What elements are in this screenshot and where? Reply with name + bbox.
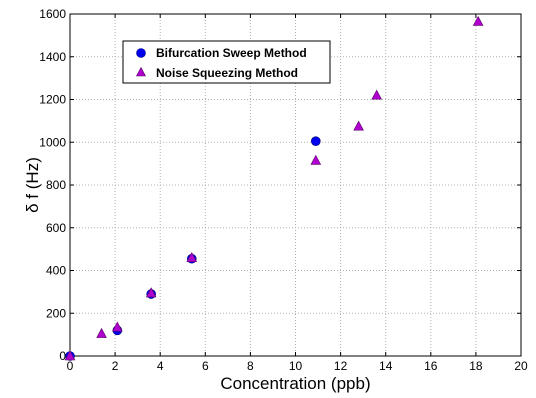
x-tick-label: 10 (289, 359, 303, 373)
legend-label-bifurcation: Bifurcation Sweep Method (156, 46, 307, 60)
x-tick-label: 12 (334, 359, 348, 373)
legend-label-noise: Noise Squeezing Method (156, 66, 298, 80)
y-tick-label: 600 (46, 221, 66, 235)
x-tick-label: 6 (202, 359, 209, 373)
x-tick-label: 18 (469, 359, 483, 373)
x-tick-label: 20 (514, 359, 528, 373)
x-tick-label: 16 (424, 359, 438, 373)
x-tick-label: 4 (157, 359, 164, 373)
y-tick-label: 1000 (39, 135, 66, 149)
legend: Bifurcation Sweep Method Noise Squeezing… (123, 41, 330, 83)
x-tick-label: 14 (379, 359, 393, 373)
x-tick-label: 8 (247, 359, 254, 373)
y-tick-label: 1200 (39, 93, 66, 107)
x-axis-title: Concentration (ppb) (220, 374, 370, 393)
x-tick-label: 2 (112, 359, 119, 373)
y-axis-title: δ f (Hz) (23, 157, 42, 213)
legend-marker-bifurcation-icon (137, 49, 146, 58)
y-tick-label: 1600 (39, 7, 66, 21)
y-tick-label: 1400 (39, 50, 66, 64)
y-tick-label: 400 (46, 264, 66, 278)
bifurcation-data-point (311, 137, 320, 146)
x-tick-label: 0 (67, 359, 74, 373)
y-tick-label: 800 (46, 178, 66, 192)
y-tick-label: 200 (46, 306, 66, 320)
